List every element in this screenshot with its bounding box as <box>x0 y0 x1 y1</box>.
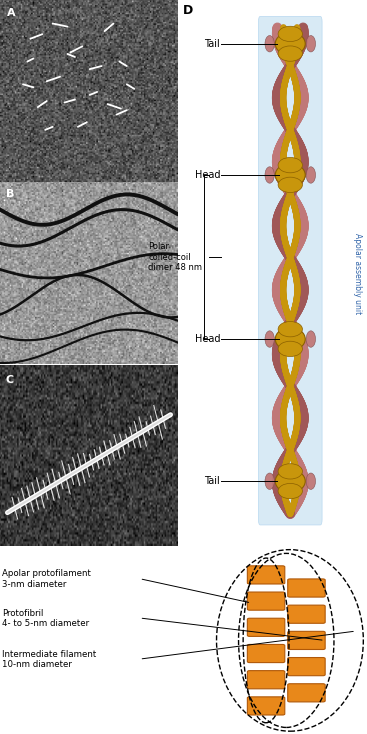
Text: Tail: Tail <box>204 39 220 48</box>
Ellipse shape <box>278 321 302 337</box>
Ellipse shape <box>278 341 302 357</box>
Ellipse shape <box>306 331 316 347</box>
Ellipse shape <box>306 473 316 490</box>
Ellipse shape <box>275 32 305 55</box>
Ellipse shape <box>275 164 305 186</box>
FancyBboxPatch shape <box>288 631 325 650</box>
Ellipse shape <box>275 327 305 351</box>
Ellipse shape <box>278 26 302 42</box>
FancyBboxPatch shape <box>247 671 285 688</box>
Text: Polar
coiled-coil
dimer 48 nm: Polar coiled-coil dimer 48 nm <box>148 242 202 272</box>
FancyBboxPatch shape <box>288 605 325 623</box>
Text: D: D <box>183 4 193 17</box>
FancyBboxPatch shape <box>247 697 285 715</box>
FancyBboxPatch shape <box>258 16 322 525</box>
Ellipse shape <box>265 167 275 184</box>
Text: A: A <box>7 8 15 18</box>
FancyBboxPatch shape <box>247 566 285 584</box>
Text: Tail: Tail <box>204 476 220 486</box>
Ellipse shape <box>265 35 275 52</box>
Text: Head: Head <box>195 334 220 344</box>
FancyBboxPatch shape <box>288 684 325 702</box>
Ellipse shape <box>306 35 316 52</box>
Ellipse shape <box>265 331 275 347</box>
Ellipse shape <box>278 484 302 498</box>
Ellipse shape <box>265 473 275 490</box>
Ellipse shape <box>278 158 302 172</box>
Text: Intermediate filament
10-nm diameter: Intermediate filament 10-nm diameter <box>2 650 96 669</box>
Ellipse shape <box>278 464 302 479</box>
Text: Head: Head <box>195 170 220 180</box>
Text: Apolar assembly unit: Apolar assembly unit <box>353 233 362 314</box>
Text: C: C <box>6 375 14 385</box>
Text: Apolar protofilament
3-nm diameter: Apolar protofilament 3-nm diameter <box>2 570 91 589</box>
FancyBboxPatch shape <box>247 618 285 636</box>
FancyBboxPatch shape <box>247 644 285 663</box>
Ellipse shape <box>278 177 302 192</box>
Ellipse shape <box>278 46 302 61</box>
FancyBboxPatch shape <box>247 592 285 610</box>
Ellipse shape <box>275 470 305 493</box>
Ellipse shape <box>306 167 316 184</box>
Text: B: B <box>6 189 14 200</box>
FancyBboxPatch shape <box>288 658 325 676</box>
Text: Protofibril
4- to 5-nm diameter: Protofibril 4- to 5-nm diameter <box>2 608 89 628</box>
FancyBboxPatch shape <box>288 579 325 597</box>
